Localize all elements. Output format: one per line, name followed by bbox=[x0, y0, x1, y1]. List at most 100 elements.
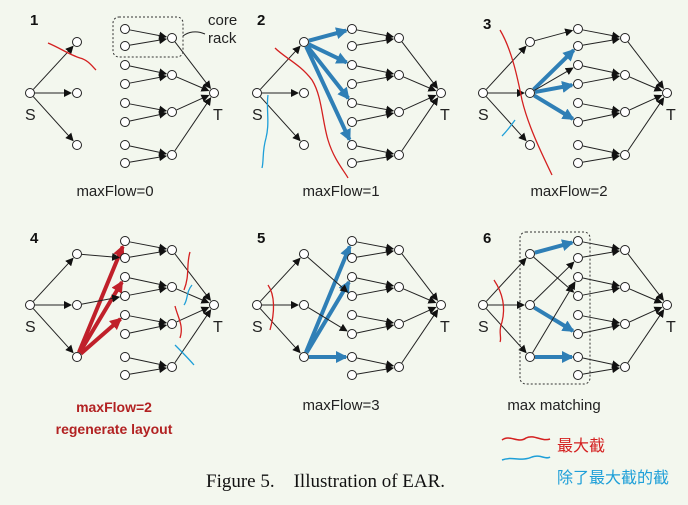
edge-inner-core-4 bbox=[582, 103, 621, 114]
edge-l1-inner-3 bbox=[81, 252, 121, 261]
core-rack-annotation: core rack bbox=[208, 12, 237, 48]
edge-l1-inner-4 bbox=[308, 307, 348, 332]
edge-l1-inner-5 bbox=[532, 281, 576, 353]
edge-l1-inner-2 bbox=[79, 317, 122, 356]
panel-4-caption-line2: regenerate layout bbox=[55, 421, 173, 437]
edge-inner-core-3 bbox=[129, 73, 168, 84]
panel-2-caption: maxFlow=1 bbox=[302, 183, 380, 200]
node-7 bbox=[347, 272, 357, 282]
node-8 bbox=[347, 79, 357, 89]
edge-inner-core-4 bbox=[129, 103, 168, 114]
node-9 bbox=[120, 310, 130, 320]
node-16 bbox=[620, 362, 630, 372]
edge-inner-core-2 bbox=[356, 65, 395, 77]
edge-core-sink-0 bbox=[174, 41, 211, 90]
edge-inner-core-2 bbox=[582, 65, 621, 77]
edge-l1-inner-0 bbox=[532, 48, 576, 91]
panel-3-number: 3 bbox=[483, 16, 492, 33]
edge-inner-core-4 bbox=[129, 315, 168, 326]
edge-inner-core-2 bbox=[129, 277, 168, 289]
edge-core-sink-1 bbox=[176, 288, 210, 304]
node-4 bbox=[72, 352, 82, 362]
edge-l1-inner-2 bbox=[305, 44, 350, 100]
edge-inner-core-6 bbox=[582, 145, 621, 157]
edge-inner-core-6 bbox=[129, 357, 168, 369]
edge-core-sink-3 bbox=[174, 309, 212, 364]
node-15 bbox=[167, 319, 177, 329]
edge-source-l1-0 bbox=[260, 45, 301, 90]
node-3 bbox=[299, 88, 309, 98]
node-11 bbox=[573, 352, 583, 362]
edge-core-sink-2 bbox=[176, 306, 210, 323]
edge-core-sink-2 bbox=[629, 94, 663, 111]
node-14 bbox=[167, 70, 177, 80]
node-10 bbox=[120, 329, 130, 339]
max-cut-line-0 bbox=[47, 42, 97, 71]
node-15 bbox=[620, 319, 630, 329]
node-12 bbox=[120, 158, 130, 168]
edge-inner-core-0 bbox=[356, 241, 395, 252]
edge-core-sink-1 bbox=[403, 288, 437, 304]
edge-l1-inner-0 bbox=[308, 27, 349, 43]
edge-inner-core-7 bbox=[129, 365, 168, 375]
node-15 bbox=[394, 107, 404, 117]
edge-inner-core-1 bbox=[356, 36, 395, 46]
node-7 bbox=[347, 60, 357, 70]
node-4 bbox=[525, 352, 535, 362]
legend-red-label: 最大截 bbox=[557, 438, 606, 455]
source-label: S bbox=[25, 319, 36, 336]
node-15 bbox=[620, 107, 630, 117]
node-11 bbox=[120, 140, 130, 150]
node-0 bbox=[252, 300, 262, 310]
edge-l1-inner-1 bbox=[534, 81, 575, 95]
panel-3-caption: maxFlow=2 bbox=[530, 183, 608, 200]
rack-label: rack bbox=[208, 30, 237, 47]
edge-inner-core-7 bbox=[582, 365, 621, 375]
edge-core-sink-0 bbox=[174, 253, 211, 302]
node-11 bbox=[573, 140, 583, 150]
edge-inner-core-4 bbox=[582, 315, 621, 326]
edge-inner-core-1 bbox=[582, 248, 621, 258]
max-cut-line-0 bbox=[183, 251, 191, 291]
node-2 bbox=[299, 37, 309, 47]
panel-4-caption: maxFlow=2 regenerate layout bbox=[14, 396, 214, 440]
node-13 bbox=[394, 245, 404, 255]
edge-inner-core-3 bbox=[356, 285, 395, 296]
edge-inner-core-1 bbox=[582, 36, 621, 46]
node-6 bbox=[120, 253, 130, 263]
node-7 bbox=[120, 60, 130, 70]
node-13 bbox=[167, 33, 177, 43]
source-label: S bbox=[252, 319, 263, 336]
node-6 bbox=[347, 253, 357, 263]
edge-inner-core-3 bbox=[356, 73, 395, 84]
edge-inner-core-6 bbox=[582, 357, 621, 369]
edge-core-sink-1 bbox=[629, 76, 663, 92]
node-14 bbox=[620, 282, 630, 292]
panel-5-number: 5 bbox=[257, 230, 266, 247]
other-cut-line-3 bbox=[174, 344, 195, 366]
edge-source-l1-0 bbox=[486, 257, 527, 302]
edge-source-l1-2 bbox=[485, 308, 527, 354]
edge-inner-core-5 bbox=[129, 322, 168, 334]
node-15 bbox=[394, 319, 404, 329]
edge-l1-inner-4 bbox=[534, 28, 574, 42]
panel-4-caption-line1: maxFlow=2 bbox=[76, 399, 152, 415]
node-5 bbox=[573, 236, 583, 246]
edge-core-sink-3 bbox=[401, 309, 439, 364]
edge-core-sink-0 bbox=[401, 41, 438, 90]
edge-source-l1-2 bbox=[485, 96, 527, 142]
node-5 bbox=[347, 24, 357, 34]
node-10 bbox=[573, 329, 583, 339]
node-11 bbox=[120, 352, 130, 362]
node-1 bbox=[436, 88, 446, 98]
edge-core-sink-1 bbox=[403, 76, 437, 92]
edge-core-sink-3 bbox=[174, 97, 212, 152]
node-1 bbox=[209, 88, 219, 98]
edge-source-l1-0 bbox=[33, 257, 74, 302]
node-4 bbox=[299, 352, 309, 362]
